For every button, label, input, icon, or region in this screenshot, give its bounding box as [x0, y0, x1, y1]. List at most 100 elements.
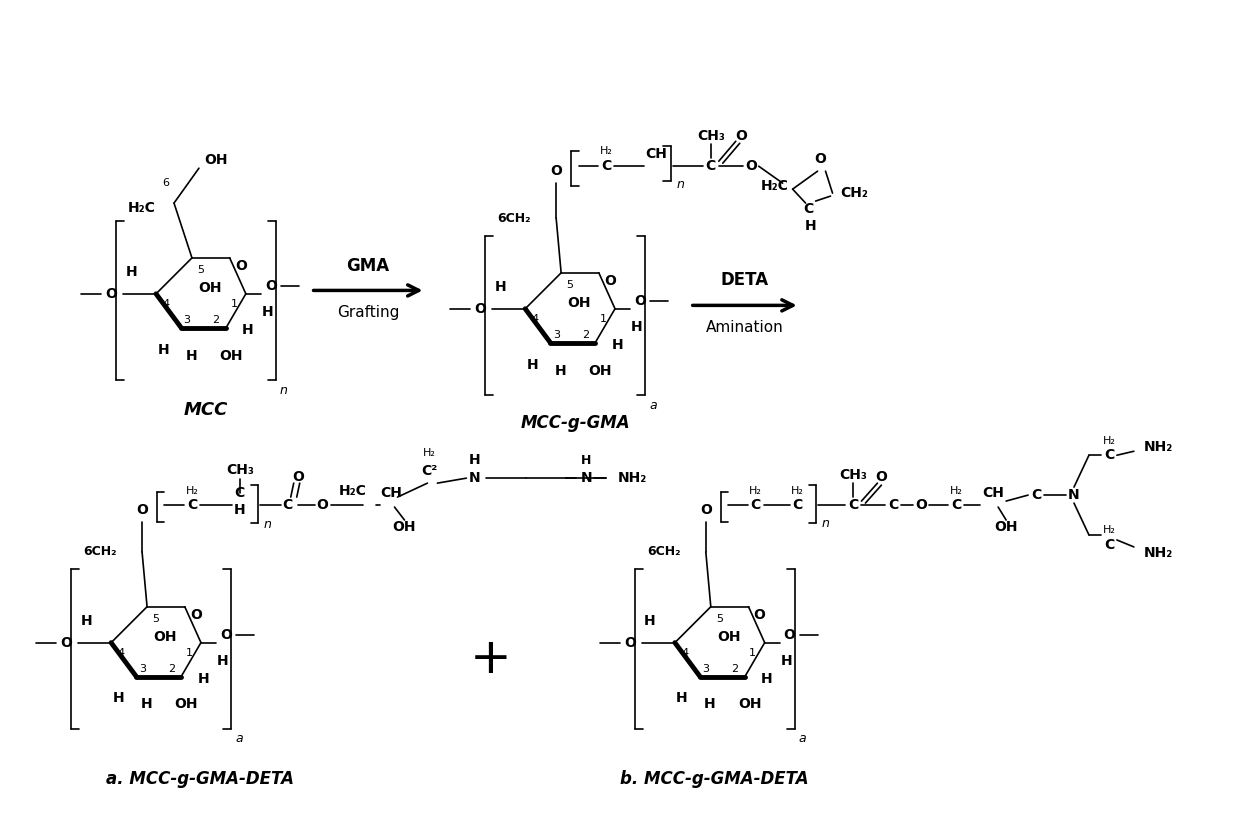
Text: 5: 5	[567, 280, 574, 290]
Text: OH: OH	[203, 153, 227, 167]
Text: H₂: H₂	[749, 486, 763, 496]
Text: N: N	[1068, 488, 1080, 502]
Text: H: H	[611, 337, 622, 352]
Text: CH: CH	[645, 147, 667, 162]
Text: 1: 1	[599, 314, 606, 324]
Text: C: C	[283, 498, 293, 512]
Text: 5: 5	[153, 614, 160, 624]
Text: C: C	[706, 159, 715, 173]
Text: H: H	[185, 348, 197, 362]
Text: 6: 6	[162, 178, 169, 188]
Text: O: O	[634, 294, 646, 307]
Text: H: H	[554, 363, 567, 377]
Text: 3: 3	[184, 315, 191, 325]
Text: H: H	[644, 614, 656, 628]
Text: H: H	[495, 280, 506, 294]
Text: O: O	[784, 628, 796, 641]
Text: O: O	[190, 608, 202, 621]
Text: O: O	[815, 152, 827, 167]
Text: O: O	[754, 608, 765, 621]
Text: H: H	[631, 320, 642, 334]
Text: OH: OH	[198, 281, 222, 295]
Text: C: C	[750, 498, 761, 512]
Text: n: n	[280, 383, 288, 397]
Text: O: O	[875, 470, 888, 484]
Text: H: H	[234, 503, 246, 517]
Text: NH₂: NH₂	[618, 471, 647, 485]
Text: O: O	[915, 498, 928, 512]
Text: 2: 2	[582, 330, 589, 340]
Text: H: H	[580, 454, 591, 466]
Text: H₂C: H₂C	[761, 179, 789, 193]
Text: H: H	[157, 342, 169, 357]
Text: 4: 4	[532, 314, 538, 324]
Text: H₂: H₂	[1102, 436, 1115, 446]
Text: a: a	[649, 398, 657, 412]
Text: H₂: H₂	[600, 147, 613, 157]
Text: 6CH₂: 6CH₂	[497, 212, 531, 225]
Text: 5: 5	[197, 265, 205, 275]
Text: C²: C²	[422, 464, 438, 478]
Text: MCC-g-GMA: MCC-g-GMA	[521, 414, 630, 432]
Text: O: O	[219, 628, 232, 641]
Text: H: H	[805, 219, 816, 233]
Text: O: O	[735, 129, 746, 143]
Text: H: H	[125, 265, 136, 279]
Text: C: C	[187, 498, 197, 512]
Text: C: C	[1104, 538, 1114, 552]
Text: 5: 5	[717, 614, 723, 624]
Text: OH: OH	[393, 520, 417, 534]
Text: CH₃: CH₃	[839, 468, 868, 482]
Text: +: +	[470, 636, 511, 683]
Text: O: O	[234, 259, 247, 273]
Text: H: H	[781, 654, 792, 667]
Text: H: H	[113, 691, 124, 706]
Text: H₂: H₂	[950, 486, 962, 496]
Text: H: H	[761, 671, 773, 686]
Text: 2: 2	[167, 664, 175, 674]
Text: H: H	[262, 305, 274, 319]
Text: H: H	[242, 322, 254, 337]
Text: 4: 4	[118, 647, 125, 657]
Text: 4: 4	[162, 299, 170, 309]
Text: MCC: MCC	[184, 401, 228, 419]
Text: N: N	[469, 471, 480, 485]
Text: OH: OH	[717, 630, 740, 644]
Text: H: H	[676, 691, 688, 706]
Text: CH₃: CH₃	[226, 463, 254, 477]
Text: 1: 1	[186, 647, 192, 657]
Text: Grafting: Grafting	[337, 305, 399, 320]
Text: a: a	[799, 732, 806, 746]
Text: O: O	[105, 287, 117, 301]
Text: CH: CH	[381, 486, 403, 500]
Text: 4: 4	[681, 647, 688, 657]
Text: H: H	[527, 357, 538, 372]
Text: C: C	[234, 486, 246, 500]
Text: H₂: H₂	[1102, 525, 1115, 535]
Text: N: N	[580, 471, 591, 485]
Text: O: O	[551, 164, 562, 178]
Text: C: C	[1030, 488, 1042, 502]
Text: CH: CH	[982, 486, 1004, 500]
Text: H₂: H₂	[423, 448, 436, 458]
Text: OH: OH	[154, 630, 177, 644]
Text: H: H	[140, 697, 153, 711]
Text: 2: 2	[212, 315, 219, 325]
Text: O: O	[291, 470, 304, 484]
Text: H: H	[81, 614, 92, 628]
Text: a. MCC-g-GMA-DETA: a. MCC-g-GMA-DETA	[107, 770, 294, 788]
Text: OH: OH	[738, 697, 761, 711]
Text: O: O	[699, 503, 712, 517]
Text: O: O	[316, 498, 329, 512]
Text: H: H	[469, 453, 480, 467]
Text: NH₂: NH₂	[1143, 546, 1173, 560]
Text: OH: OH	[219, 348, 243, 362]
Text: 1: 1	[231, 299, 237, 309]
Text: 3: 3	[139, 664, 146, 674]
Text: n: n	[677, 177, 684, 191]
Text: DETA: DETA	[720, 272, 769, 289]
Text: H: H	[197, 671, 210, 686]
Text: NH₂: NH₂	[1143, 441, 1173, 454]
Text: 3: 3	[703, 664, 709, 674]
Text: CH₂: CH₂	[841, 186, 868, 200]
